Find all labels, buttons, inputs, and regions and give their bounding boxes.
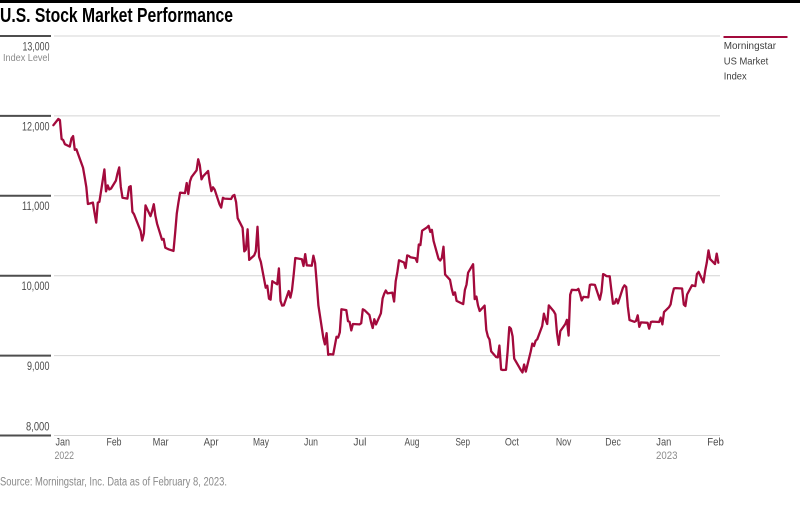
svg-text:10,000: 10,000: [22, 279, 50, 293]
svg-text:US Market: US Market: [724, 56, 768, 68]
svg-text:2022: 2022: [55, 450, 75, 462]
svg-text:Jan: Jan: [56, 437, 71, 449]
svg-text:Mar: Mar: [153, 437, 169, 449]
svg-text:May: May: [253, 437, 269, 449]
svg-text:Source: Morningstar, Inc. Data: Source: Morningstar, Inc. Data as of Feb…: [0, 476, 227, 488]
svg-text:9,000: 9,000: [27, 359, 50, 373]
svg-text:13,000: 13,000: [23, 39, 50, 53]
svg-text:Feb: Feb: [107, 437, 122, 449]
svg-text:Jul: Jul: [353, 437, 366, 449]
svg-text:2023: 2023: [656, 450, 678, 462]
svg-text:Apr: Apr: [204, 437, 219, 449]
svg-text:Nov: Nov: [556, 437, 572, 449]
svg-text:Aug: Aug: [405, 437, 420, 449]
svg-text:11,000: 11,000: [22, 199, 50, 213]
svg-text:Oct: Oct: [505, 437, 519, 449]
svg-text:U.S. Stock Market Performance: U.S. Stock Market Performance: [0, 5, 233, 27]
svg-text:12,000: 12,000: [22, 119, 50, 133]
svg-text:Jun: Jun: [304, 437, 318, 449]
svg-text:Index Level: Index Level: [3, 52, 50, 64]
svg-text:Index: Index: [724, 71, 748, 83]
svg-text:Feb: Feb: [707, 437, 724, 449]
svg-text:Morningstar: Morningstar: [724, 40, 777, 52]
svg-text:Sep: Sep: [456, 437, 471, 449]
svg-text:8,000: 8,000: [26, 419, 50, 433]
svg-text:Dec: Dec: [605, 437, 621, 449]
svg-text:Jan: Jan: [656, 437, 671, 449]
